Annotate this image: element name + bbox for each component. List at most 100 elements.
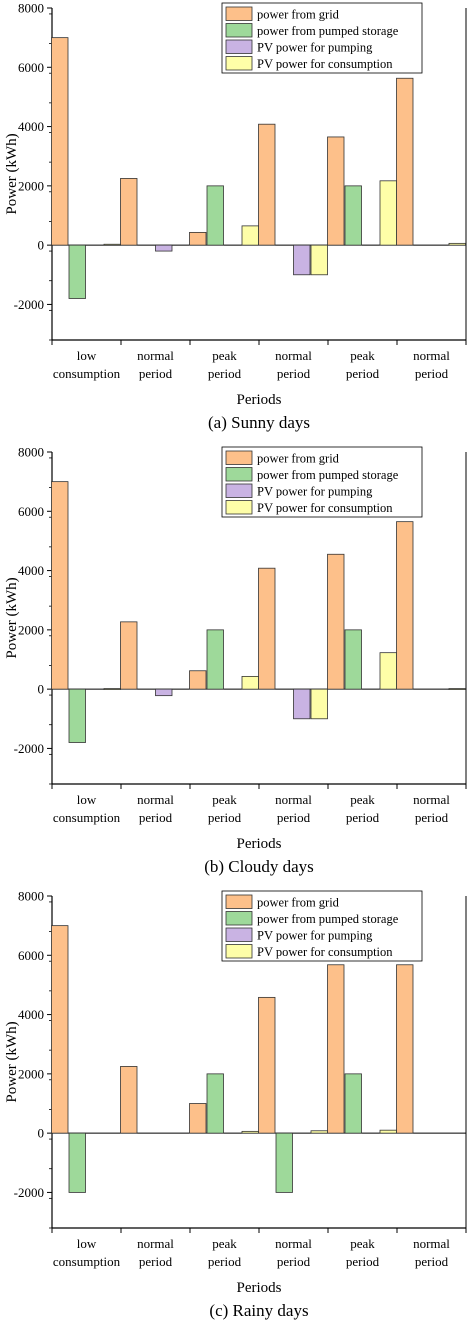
- legend-box: [221, 890, 423, 962]
- chart-panel: -2000 0 2000 4000 6000 8000 low consumption norm…: [4, 889, 467, 1320]
- bar: [344, 185, 362, 246]
- legend-swatch: [225, 944, 253, 959]
- bar: [103, 688, 121, 690]
- bar: [206, 185, 224, 246]
- legend-label: power from pumped storage: [257, 468, 399, 482]
- x-tick-label: low: [77, 1236, 97, 1251]
- legend-box: [221, 446, 423, 518]
- bar: [120, 1066, 138, 1134]
- x-tick-label: period: [208, 366, 242, 381]
- x-tick-label: period: [139, 366, 173, 381]
- y-tick-label: -2000: [14, 1185, 44, 1200]
- bar: [206, 629, 224, 690]
- y-axis-title: Power (kWh): [4, 1021, 20, 1102]
- bar: [327, 136, 345, 246]
- legend-swatch: [225, 56, 253, 71]
- bar: [327, 553, 345, 690]
- bar: [344, 629, 362, 690]
- x-axis-title: Periods: [237, 392, 282, 408]
- x-tick-label: normal: [137, 1236, 174, 1251]
- x-tick-label: period: [277, 366, 311, 381]
- y-tick-label: 2000: [18, 1066, 44, 1081]
- bar: [241, 675, 259, 690]
- y-tick-label: 8000: [18, 889, 44, 904]
- y-tick-label: 6000: [18, 948, 44, 963]
- bar: [189, 670, 207, 690]
- y-tick-label: 4000: [18, 563, 44, 578]
- bar: [155, 688, 173, 697]
- x-tick-label: normal: [413, 1236, 450, 1251]
- bar: [310, 244, 328, 276]
- bar: [120, 621, 138, 690]
- bar: [448, 688, 466, 690]
- x-tick-label: period: [415, 1254, 449, 1269]
- bar: [448, 242, 466, 246]
- bar: [68, 244, 86, 299]
- bar: [396, 521, 414, 690]
- y-tick-label: 6000: [18, 60, 44, 75]
- x-tick-label: normal: [413, 348, 450, 363]
- legend-label: power from grid: [257, 896, 340, 910]
- legend-swatch: [225, 6, 253, 21]
- y-tick-label: 0: [38, 682, 45, 697]
- y-tick-label: 8000: [18, 1, 44, 16]
- bar: [258, 123, 276, 246]
- x-tick-label: peak: [212, 348, 237, 363]
- y-tick-label: 0: [38, 1126, 45, 1141]
- bar: [206, 1073, 224, 1134]
- legend-label: PV power for pumping: [257, 41, 373, 55]
- bar: [396, 77, 414, 246]
- y-tick-label: 6000: [18, 504, 44, 519]
- x-tick-label: normal: [275, 348, 312, 363]
- bar: [155, 244, 173, 252]
- x-tick-label: period: [415, 366, 449, 381]
- y-axis-title: Power (kWh): [4, 577, 20, 658]
- bar: [293, 244, 311, 276]
- legend-swatch: [225, 23, 253, 38]
- legend-label: PV power for pumping: [257, 929, 373, 943]
- x-axis-title: Periods: [237, 1280, 282, 1296]
- x-tick-label: peak: [350, 348, 375, 363]
- x-tick-label: normal: [275, 792, 312, 807]
- bar: [293, 688, 311, 720]
- y-tick-label: -2000: [14, 741, 44, 756]
- bar: [68, 688, 86, 743]
- legend-label: power from pumped storage: [257, 24, 399, 38]
- x-axis-title: Periods: [237, 836, 282, 852]
- x-tick-label: low: [77, 348, 97, 363]
- legend-swatch: [225, 483, 253, 498]
- x-tick-label: consumption: [53, 366, 121, 381]
- x-tick-label: period: [139, 1254, 173, 1269]
- x-tick-label: peak: [350, 1236, 375, 1251]
- y-tick-label: 0: [38, 238, 45, 253]
- x-tick-label: period: [208, 1254, 242, 1269]
- bar: [275, 1132, 293, 1193]
- legend-swatch: [225, 911, 253, 926]
- x-tick-label: period: [346, 810, 380, 825]
- chart-caption: (a) Sunny days: [208, 413, 310, 432]
- legend-swatch: [225, 39, 253, 54]
- x-tick-label: low: [77, 792, 97, 807]
- y-tick-label: 2000: [18, 178, 44, 193]
- legend-label: power from grid: [257, 8, 340, 22]
- legend-label: PV power for consumption: [257, 501, 393, 515]
- bar: [344, 1073, 362, 1134]
- chart-caption: (c) Rainy days: [209, 1301, 308, 1320]
- bar: [51, 925, 69, 1134]
- x-tick-label: period: [277, 1254, 311, 1269]
- x-tick-label: period: [139, 810, 173, 825]
- chart-caption: (b) Cloudy days: [204, 857, 314, 876]
- bar: [241, 1130, 259, 1134]
- bar: [379, 1129, 397, 1134]
- y-tick-label: 4000: [18, 1007, 44, 1022]
- bar: [396, 964, 414, 1134]
- x-tick-label: period: [346, 366, 380, 381]
- x-tick-label: period: [208, 810, 242, 825]
- x-tick-label: consumption: [53, 810, 121, 825]
- bar: [241, 225, 259, 246]
- x-tick-label: normal: [413, 792, 450, 807]
- bar: [258, 567, 276, 690]
- bar: [258, 996, 276, 1134]
- chart-panel: -2000 0 2000 4000 6000 8000 low consumption norm…: [4, 1, 467, 432]
- y-tick-label: 4000: [18, 119, 44, 134]
